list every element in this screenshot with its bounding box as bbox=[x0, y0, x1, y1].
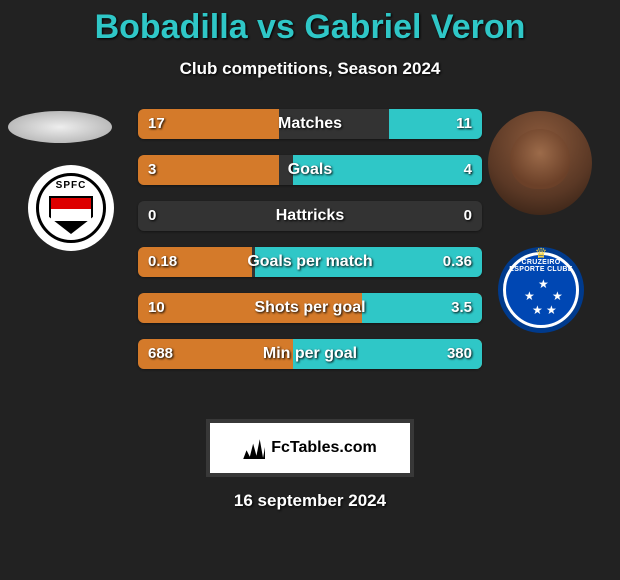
right-club-ring-text: CRUZEIRO ESPORTE CLUBE bbox=[506, 259, 576, 273]
right-player-avatar bbox=[488, 111, 592, 215]
brand-text: FcTables.com bbox=[271, 439, 377, 457]
subtitle: Club competitions, Season 2024 bbox=[0, 59, 620, 79]
comparison-main: SPFC ♛ CRUZEIRO ESPORTE CLUBE ★ ★ ★ ★ ★ … bbox=[0, 109, 620, 409]
star-icon: ★ bbox=[538, 279, 548, 289]
star-icon: ★ bbox=[546, 305, 556, 315]
fctables-icon bbox=[243, 437, 265, 459]
page-title: Bobadilla vs Gabriel Veron bbox=[0, 0, 620, 47]
star-icon: ★ bbox=[532, 305, 542, 315]
stat-row: 688380Min per goal bbox=[138, 339, 482, 369]
spfc-shield-icon bbox=[49, 196, 93, 234]
stat-label: Shots per goal bbox=[138, 293, 482, 323]
stat-label: Min per goal bbox=[138, 339, 482, 369]
stat-label: Goals per match bbox=[138, 247, 482, 277]
stat-label: Hattricks bbox=[138, 201, 482, 231]
brand-badge: FcTables.com bbox=[210, 423, 410, 473]
left-player-avatar bbox=[8, 111, 112, 143]
stat-row: 0.180.36Goals per match bbox=[138, 247, 482, 277]
stat-row: 103.5Shots per goal bbox=[138, 293, 482, 323]
stat-label: Goals bbox=[138, 155, 482, 185]
date-text: 16 september 2024 bbox=[0, 491, 620, 511]
star-icon: ★ bbox=[524, 291, 534, 301]
left-club-badge: SPFC bbox=[28, 165, 114, 251]
left-club-code: SPFC bbox=[39, 180, 103, 191]
stat-bars: 1711Matches 34Goals 00Hattricks 0.180.36Goa… bbox=[138, 109, 482, 385]
stat-row: 1711Matches bbox=[138, 109, 482, 139]
stat-label: Matches bbox=[138, 109, 482, 139]
stat-row: 00Hattricks bbox=[138, 201, 482, 231]
star-icon: ★ bbox=[552, 291, 562, 301]
right-club-badge: ♛ CRUZEIRO ESPORTE CLUBE ★ ★ ★ ★ ★ bbox=[498, 247, 584, 333]
stat-row: 34Goals bbox=[138, 155, 482, 185]
